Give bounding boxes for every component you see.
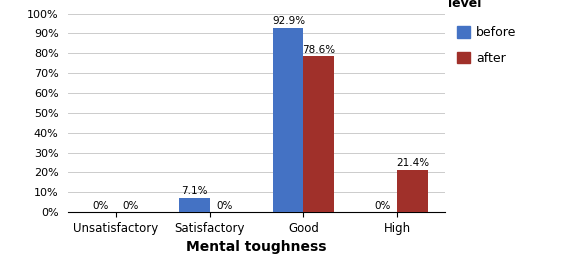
Text: level: level — [449, 0, 482, 10]
X-axis label: Mental toughness: Mental toughness — [186, 240, 327, 254]
Text: 92.9%: 92.9% — [272, 16, 305, 26]
Bar — [303, 56, 333, 212]
Text: 78.6%: 78.6% — [302, 45, 335, 54]
Bar — [180, 198, 210, 212]
Text: 0%: 0% — [217, 200, 233, 211]
Legend: before, after: before, after — [455, 24, 519, 67]
Text: 0%: 0% — [92, 200, 109, 211]
Text: 21.4%: 21.4% — [396, 158, 429, 168]
Bar — [397, 170, 428, 212]
Bar — [274, 28, 303, 212]
Text: 0%: 0% — [374, 200, 390, 211]
Text: 0%: 0% — [123, 200, 139, 211]
Text: 7.1%: 7.1% — [181, 187, 207, 196]
